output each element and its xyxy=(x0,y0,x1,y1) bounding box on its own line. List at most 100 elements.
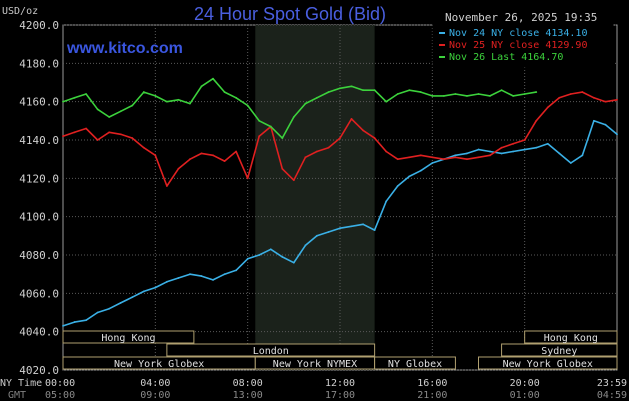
series-point xyxy=(269,125,272,128)
timestamp: November 26, 2025 19:35 xyxy=(445,11,597,24)
series-point xyxy=(119,110,122,113)
series-point xyxy=(108,116,111,118)
series-point xyxy=(96,139,99,141)
y-tick-label: 4040.0 xyxy=(19,326,59,339)
series-point xyxy=(500,146,503,149)
series-point xyxy=(477,93,480,95)
series-point xyxy=(339,227,341,230)
series-point xyxy=(96,311,99,314)
series-point xyxy=(593,96,595,99)
series-point xyxy=(385,150,388,153)
series-point xyxy=(362,129,364,132)
series-point xyxy=(292,116,295,118)
series-point xyxy=(327,146,330,149)
series-point xyxy=(581,91,584,93)
series-point xyxy=(108,307,111,310)
series-point xyxy=(558,96,561,99)
series-point xyxy=(258,119,261,122)
series-point xyxy=(408,175,411,178)
series-point xyxy=(454,93,457,95)
series-point xyxy=(616,133,618,136)
series-point xyxy=(523,148,526,151)
unit-label: USD/oz xyxy=(2,6,38,17)
x-tick-label-ny: 20:00 xyxy=(510,378,540,389)
series-point xyxy=(108,131,111,134)
series-point xyxy=(258,135,261,138)
series-point xyxy=(62,325,64,327)
series-point xyxy=(546,106,549,109)
session-label: Hong Kong xyxy=(101,333,155,344)
series-point xyxy=(258,254,261,256)
series-point xyxy=(73,131,76,134)
series-point xyxy=(131,104,134,107)
series-point xyxy=(419,169,422,172)
series-point xyxy=(604,100,607,103)
series-point xyxy=(189,158,191,161)
y-tick-label: 4020.0 xyxy=(19,364,59,377)
series-point xyxy=(316,150,318,153)
y-tick-label: 4060.0 xyxy=(19,287,59,300)
series-point xyxy=(62,100,64,103)
series-point xyxy=(569,162,572,164)
series-point xyxy=(523,139,526,141)
x-tick-label-ny: 16:00 xyxy=(417,378,447,389)
x-tick-label-gmt: 21:00 xyxy=(417,390,447,401)
series-point xyxy=(119,133,122,136)
series-point xyxy=(431,162,434,164)
y-tick-label: 4100.0 xyxy=(19,211,59,224)
series-point xyxy=(489,154,491,157)
session-box xyxy=(62,330,195,344)
series-point xyxy=(316,96,318,99)
series-point xyxy=(292,261,295,264)
session-box xyxy=(166,343,376,357)
series-point xyxy=(62,135,64,138)
series-point xyxy=(546,142,549,145)
series-point xyxy=(604,123,607,126)
series-point xyxy=(466,152,468,155)
series-point xyxy=(512,95,515,97)
series-point xyxy=(304,156,307,159)
series-point xyxy=(269,248,272,251)
series-point xyxy=(96,108,99,111)
session-box xyxy=(524,330,618,344)
session-box xyxy=(374,356,456,370)
series-point xyxy=(466,95,468,97)
series-point xyxy=(316,234,318,237)
series-point xyxy=(535,91,538,93)
series-point xyxy=(281,167,284,170)
series-point xyxy=(396,93,399,95)
series-point xyxy=(235,150,238,153)
legend-entry: Nov 25 NY close 4129.90 xyxy=(449,40,587,51)
series-point xyxy=(512,150,515,153)
series-point xyxy=(385,100,388,103)
series-point xyxy=(189,102,191,105)
x-tick-label-gmt: 04:59 xyxy=(597,390,627,401)
series-point xyxy=(189,273,191,276)
x-tick-label-ny: 00:00 xyxy=(45,378,75,389)
series-point xyxy=(350,225,353,228)
series-point xyxy=(442,158,445,161)
series-point xyxy=(327,91,330,93)
nymex-session-band xyxy=(255,25,375,370)
series-point xyxy=(396,185,399,187)
series-point xyxy=(442,95,445,97)
ny-time-label: NY Time xyxy=(0,378,42,389)
watermark: www.kitco.com xyxy=(66,40,183,57)
x-tick-label-ny: 04:00 xyxy=(140,378,170,389)
series-point xyxy=(154,286,157,289)
series-point xyxy=(454,154,457,157)
series-point xyxy=(212,77,214,80)
series-point xyxy=(512,142,515,145)
x-tick-label-ny: 12:00 xyxy=(325,378,355,389)
series-point xyxy=(119,302,122,304)
y-tick-label: 4080.0 xyxy=(19,249,59,262)
series-point xyxy=(223,273,226,276)
series-point xyxy=(489,95,491,97)
series-point xyxy=(281,256,284,258)
session-label: New York Globex xyxy=(114,359,204,370)
series-point xyxy=(85,93,87,95)
series-point xyxy=(223,160,226,162)
series-point xyxy=(419,91,422,93)
x-tick-label-gmt: 05:00 xyxy=(45,390,75,401)
